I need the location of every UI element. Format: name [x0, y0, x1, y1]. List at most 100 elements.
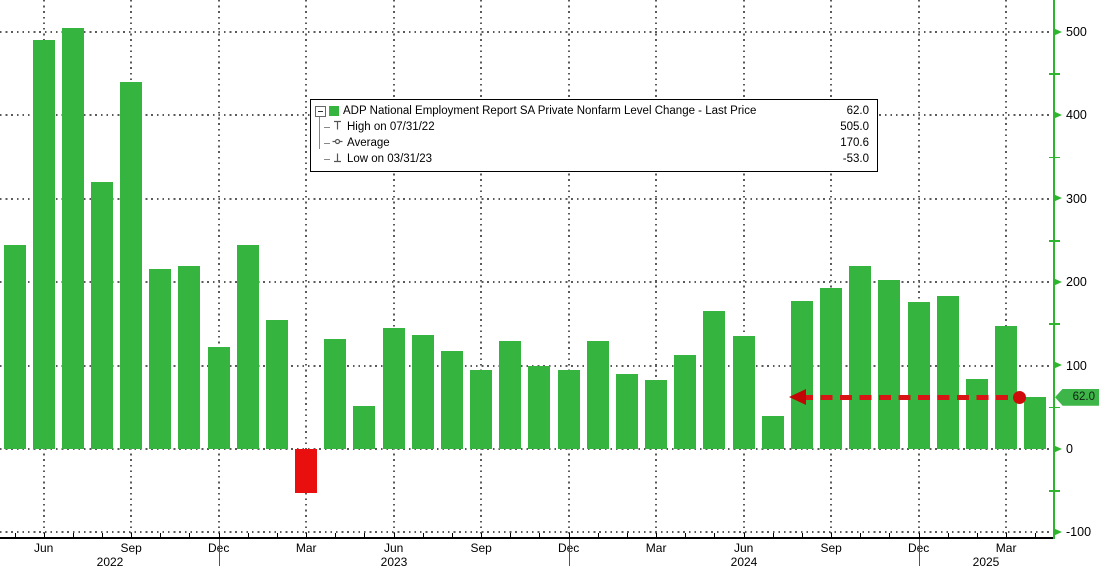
- y-tick-label: 0: [1066, 442, 1073, 456]
- bar-jul-2023: [411, 334, 434, 449]
- bar-dec-2023: [557, 369, 580, 449]
- x-month-tick: [335, 532, 337, 538]
- x-month-tick: [743, 532, 745, 538]
- gridline-horizontal: [0, 197, 1050, 200]
- bar-jan-2023: [236, 244, 259, 449]
- y-tick-arrow: [1053, 110, 1062, 119]
- gridline-vertical: [830, 0, 833, 537]
- bar-jun-2022: [32, 40, 55, 449]
- y-tick-label: 500: [1066, 25, 1087, 39]
- y-minor-tick: [1049, 156, 1060, 159]
- x-month-tick: [189, 532, 191, 538]
- y-minor-tick: [1049, 240, 1060, 242]
- bar-mar-2024: [645, 379, 668, 449]
- x-month-tick: [801, 532, 803, 538]
- tree-branch: [324, 126, 330, 128]
- bar-oct-2024: [849, 266, 872, 449]
- bar-feb-2024: [615, 373, 638, 449]
- last-price-arrow-line: [801, 394, 1017, 400]
- y-minor-tick: [1049, 406, 1060, 409]
- year-divider: [918, 539, 920, 566]
- legend-row-average: Average 170.6: [315, 135, 869, 151]
- series-swatch-icon: [329, 106, 339, 116]
- bar-nov-2023: [528, 366, 551, 449]
- bar-nov-2022: [178, 266, 201, 449]
- bar-sep-2024: [820, 288, 843, 449]
- x-year-label: 2024: [730, 555, 758, 569]
- gridline-vertical: [655, 0, 658, 537]
- bar-jan-2024: [586, 341, 609, 449]
- average-marker-icon: [332, 136, 343, 150]
- x-axis-line: [0, 537, 1054, 539]
- gridline-vertical: [1005, 0, 1008, 537]
- x-month-tick: [510, 532, 512, 538]
- high-label: High on 07/31/22: [347, 121, 435, 133]
- legend-row-high: High on 07/31/22 505.0: [315, 119, 869, 135]
- high-marker-icon: [332, 120, 343, 134]
- last-price-arrow-head: [789, 389, 806, 406]
- bar-oct-2023: [499, 340, 522, 449]
- y-tick-arrow: [1053, 277, 1062, 286]
- x-month-tick: [131, 532, 133, 538]
- x-month-tick: [422, 532, 424, 538]
- x-month-tick: [160, 532, 162, 538]
- x-month-tick: [714, 532, 716, 538]
- series-label: ADP National Employment Report SA Privat…: [343, 105, 757, 117]
- y-minor-tick: [1049, 490, 1060, 492]
- bar-jun-2023: [382, 328, 405, 449]
- y-tick-label: 400: [1066, 108, 1087, 123]
- gridline-vertical: [567, 0, 570, 537]
- bar-jul-2024: [761, 415, 784, 449]
- year-divider: [218, 539, 220, 566]
- low-value: -53.0: [842, 153, 869, 165]
- bar-sep-2023: [470, 369, 493, 449]
- x-month-tick: [72, 532, 74, 538]
- bar-feb-2025: [965, 378, 988, 449]
- x-month-tick: [393, 532, 395, 538]
- x-month-tick: [247, 532, 249, 538]
- bar-mar-2025: [995, 326, 1018, 449]
- x-year-label: 2023: [380, 555, 408, 569]
- x-month-tick: [1006, 532, 1008, 538]
- x-month-tick: [14, 532, 16, 538]
- bar-mar-2023: [295, 449, 318, 494]
- x-month-tick: [772, 532, 774, 538]
- y-minor-tick: [1049, 73, 1060, 75]
- x-year-label: 2022: [96, 555, 124, 569]
- bar-dec-2024: [907, 302, 930, 449]
- bar-jun-2024: [732, 336, 755, 449]
- x-month-tick: [306, 532, 308, 538]
- x-month-tick: [364, 532, 366, 538]
- gridline-vertical: [217, 0, 220, 537]
- low-marker-icon: [332, 152, 343, 166]
- x-month-tick: [43, 532, 45, 538]
- y-tick-label: 200: [1066, 275, 1087, 290]
- low-label: Low on 03/31/23: [347, 153, 433, 165]
- bar-nov-2024: [878, 279, 901, 449]
- y-axis-line: [1053, 0, 1055, 539]
- x-month-tick: [947, 532, 949, 538]
- x-month-label: Mar: [995, 541, 1017, 555]
- x-month-label: Sep: [820, 541, 842, 555]
- x-month-tick: [481, 532, 483, 538]
- bar-dec-2022: [207, 347, 230, 449]
- x-month-tick: [451, 532, 453, 538]
- x-month-label: Sep: [470, 541, 492, 555]
- bar-oct-2022: [149, 268, 172, 449]
- tree-collapse-icon[interactable]: [315, 105, 326, 117]
- y-tick-label: 100: [1066, 358, 1087, 373]
- x-month-tick: [568, 532, 570, 538]
- x-month-tick: [889, 532, 891, 538]
- bar-feb-2023: [265, 319, 288, 449]
- y-tick-arrow: [1053, 27, 1062, 36]
- legend-box: ADP National Employment Report SA Privat…: [310, 99, 878, 172]
- x-month-tick: [656, 532, 658, 538]
- gridline-horizontal: [0, 281, 1050, 284]
- bar-jan-2025: [936, 296, 959, 449]
- bar-apr-2024: [674, 354, 697, 449]
- legend-row-low: Low on 03/31/23 -53.0: [315, 151, 869, 167]
- x-month-tick: [539, 532, 541, 538]
- legend-tree-line: [319, 116, 320, 149]
- bar-may-2024: [703, 311, 726, 449]
- average-value: 170.6: [840, 137, 869, 149]
